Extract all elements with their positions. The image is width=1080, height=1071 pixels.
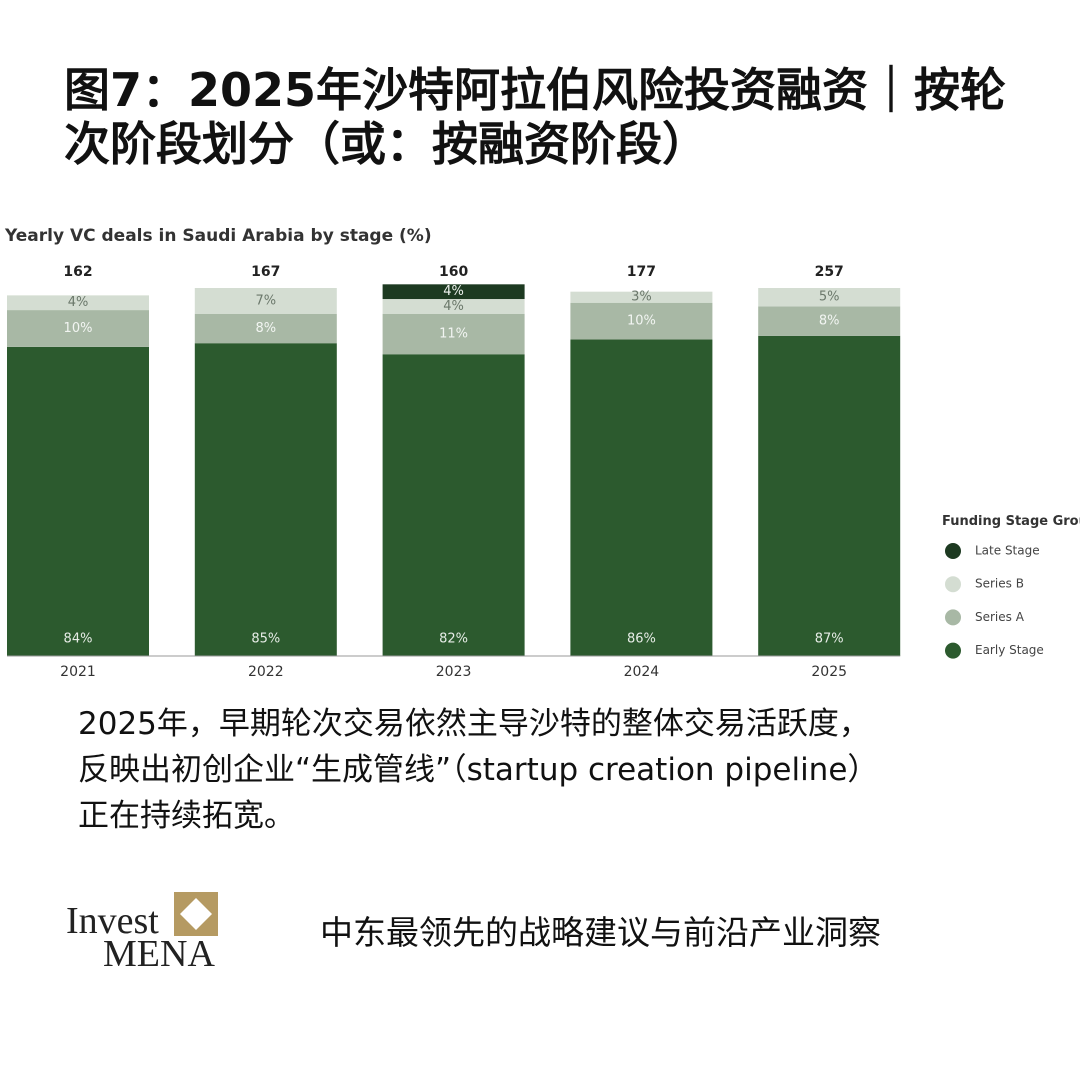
x-tick-label: 2021: [60, 664, 96, 680]
value-label: 4%: [443, 284, 464, 299]
total-label: 160: [439, 264, 468, 280]
value-label: 5%: [819, 290, 840, 305]
caption-line: 2025年，早期轮次交易依然主导沙特的整体交易活跃度，: [78, 706, 870, 742]
bar-segment: [7, 310, 149, 347]
bar-segment: [570, 339, 713, 656]
bar-segment: [382, 299, 525, 314]
total-label: 257: [815, 264, 844, 280]
bar-segment: [382, 313, 525, 355]
bar-segment: [382, 354, 525, 656]
bar-segment: [758, 306, 901, 336]
caption-line: 反映出初创企业“生成管线”（startup creation pipeline）: [78, 752, 878, 788]
total-label: 162: [63, 264, 92, 280]
value-label: 3%: [631, 290, 652, 305]
bar-segment: [194, 313, 337, 344]
bar-segment: [570, 302, 713, 340]
heading-line: 次阶段划分（或：按融资阶段）: [64, 117, 708, 171]
logo-text: MENA: [103, 933, 215, 975]
value-label: 8%: [819, 314, 840, 329]
value-label: 7%: [255, 293, 276, 308]
value-label: 11%: [439, 327, 468, 342]
legend-swatch: [945, 642, 961, 659]
logo-text: Invest: [66, 900, 159, 942]
x-tick-label: 2024: [624, 664, 660, 680]
legend-label: Early Stage: [975, 643, 1044, 657]
value-label: 87%: [815, 632, 844, 647]
value-label: 4%: [68, 295, 89, 310]
bar-segment: [758, 288, 901, 307]
legend-label: Series B: [975, 577, 1024, 591]
legend-swatch: [945, 543, 961, 559]
value-label: 86%: [627, 632, 656, 647]
caption-line: 正在持续拓宽。: [78, 798, 295, 834]
bar-segment: [194, 343, 337, 656]
bar-segment: [758, 335, 901, 656]
legend-swatch: [945, 609, 961, 626]
value-label: 10%: [64, 321, 93, 336]
value-label: 85%: [251, 632, 280, 647]
legend-label: Late Stage: [975, 544, 1040, 558]
bar-segment: [570, 291, 713, 303]
bar-segment: [382, 284, 525, 300]
value-label: 10%: [627, 314, 656, 329]
slogan: 中东最领先的战略建议与前沿产业洞察: [320, 913, 881, 952]
x-tick-label: 2022: [248, 664, 284, 680]
logo: Invest MENA: [66, 892, 218, 975]
value-label: 8%: [255, 321, 276, 336]
total-label: 167: [251, 264, 280, 280]
value-label: 4%: [443, 299, 464, 314]
legend-title: Funding Stage Group: [942, 514, 1080, 529]
bar-segment: [7, 346, 149, 656]
value-label: 84%: [64, 632, 93, 647]
x-tick-label: 2023: [436, 664, 472, 680]
legend-label: Series A: [975, 610, 1025, 624]
bar-segment: [194, 288, 337, 314]
x-tick-label: 2025: [811, 664, 847, 680]
value-label: 82%: [439, 632, 468, 647]
bar-segment: [7, 295, 149, 311]
legend-swatch: [945, 576, 961, 593]
total-label: 177: [627, 264, 656, 280]
logo-diamond: [180, 898, 212, 930]
chart-title: Yearly VC deals in Saudi Arabia by stage…: [4, 226, 432, 246]
heading-line: 图7：2025年沙特阿拉伯风险投资融资｜按轮: [64, 63, 1006, 117]
